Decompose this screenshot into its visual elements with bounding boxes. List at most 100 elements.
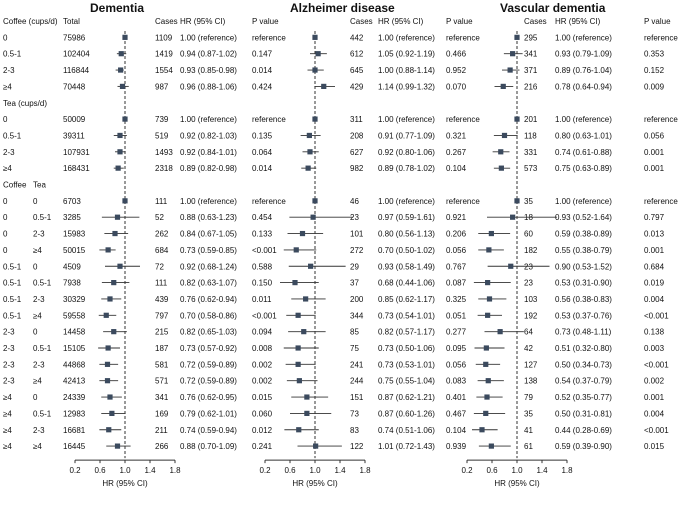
p-value: 0.011 [252,295,272,304]
x-axis-tick-label: 1.0 [119,466,131,475]
row-total: 6703 [63,197,81,206]
row-total: 59558 [63,311,86,320]
hr-point-marker [109,410,115,416]
row-label-tea: ≥4 [33,246,42,255]
row-label: 2-3 [3,328,15,337]
cases-value: 41 [524,426,533,435]
panel-title: Alzheimer disease [290,1,395,15]
hr-ci-text: 1.05 (0.92-1.19) [378,50,435,59]
row-label-tea: 0 [33,393,38,402]
x-axis-tick-label: 0.6 [94,466,106,475]
group-header-label: Coffee (cups/d) [3,17,58,26]
row-label: ≥4 [3,442,12,451]
hr-ci-text: 0.51 (0.32-0.80) [555,344,612,353]
cases-value: 331 [524,148,538,157]
row-total: 4509 [63,262,81,271]
row-total: 3285 [63,213,81,222]
hr-ci-text: 0.93 (0.52-1.64) [555,213,612,222]
p-value: 0.060 [252,409,273,418]
hr-ci-text: 0.78 (0.64-0.94) [555,82,612,91]
hr-ci-text: 0.93 (0.79-1.09) [555,50,612,59]
hr-point-marker [295,345,301,351]
row-total: 102404 [63,50,90,59]
hr-ci-text: 0.92 (0.82-1.03) [180,131,237,140]
hr-point-marker [104,361,111,367]
hr-ci-text: 0.73 (0.48-1.11) [555,328,612,337]
hr-point-marker [510,214,516,220]
p-value: 0.321 [446,131,467,140]
cases-value: 75 [350,344,359,353]
row-total: 7938 [63,279,81,288]
hr-ci-text: 0.70 (0.50-1.02) [378,246,435,255]
cases-value: 739 [155,115,169,124]
row-label-tea: 2-3 [33,426,45,435]
hr-point-marker [315,51,321,57]
p-value: 0.009 [644,82,665,91]
hr-ci-text: 0.50 (0.34-0.73) [555,360,612,369]
cases-value: 627 [350,148,364,157]
hr-ci-text: 0.52 (0.35-0.77) [555,393,612,402]
hr-point-marker [105,247,111,253]
p-value: 0.138 [644,328,665,337]
p-value: 0.003 [644,344,665,353]
hr-point-marker [485,378,491,384]
hr-point-marker [514,116,520,122]
cases-value: 64 [524,328,533,337]
row-label: 2-3 [3,66,15,75]
hr-point-marker [112,230,118,237]
hr-point-marker [313,443,319,449]
p-value: 0.051 [446,311,467,320]
cases-value: 35 [524,197,533,206]
hr-ci-text: 1.01 (0.72-1.43) [378,442,435,451]
row-label: 0 [3,197,8,206]
hr-point-marker [312,34,318,40]
p-value: reference [644,33,678,42]
hr-ci-text: 0.97 (0.59-1.61) [378,213,435,222]
hr-ci-text: 1.00 (reference) [180,197,237,206]
row-total: 168431 [63,164,90,173]
hr-ci-text: 0.87 (0.62-1.21) [378,393,435,402]
p-value: 0.767 [446,262,467,271]
x-axis-tick-label: 1.8 [359,466,371,475]
cases-value: 987 [155,82,169,91]
p-value: reference [252,33,286,42]
p-value: 0.241 [252,442,273,451]
cases-value: 519 [155,131,169,140]
cases-value: 23 [524,279,533,288]
hr-ci-text: 0.82 (0.57-1.17) [378,328,435,337]
hr-ci-text: 0.84 (0.67-1.05) [180,230,237,239]
group-header-label-2: Tea [33,181,46,190]
hr-ci-text: 0.74 (0.59-0.94) [180,426,237,435]
row-total: 70448 [63,82,86,91]
hr-ci-text: 0.82 (0.63-1.07) [180,279,237,288]
hr-ci-text: 0.50 (0.31-0.81) [555,409,612,418]
hr-point-marker [299,230,306,237]
hr-point-marker [321,83,327,89]
cases-value: 23 [350,213,359,222]
hr-point-marker [510,51,516,57]
panel-title: Vascular dementia [500,1,606,15]
hr-point-marker [303,296,309,302]
row-label: 0.5-1 [3,279,22,288]
cases-value: 122 [350,442,364,451]
hr-point-marker [106,427,112,433]
cases-value: 341 [155,393,169,402]
row-total: 44868 [63,360,86,369]
cases-value: 169 [155,409,169,418]
hr-point-marker [507,67,513,73]
cases-value: 151 [350,393,364,402]
hr-point-marker [483,345,489,351]
p-value: 0.056 [644,131,665,140]
hr-ci-text: 0.90 (0.53-1.52) [555,262,612,271]
x-axis-tick-label: 1.4 [536,466,548,475]
cases-value: 429 [350,82,364,91]
row-total: 116844 [63,66,90,75]
cases-value: 216 [524,82,538,91]
p-value: 0.424 [252,82,273,91]
row-label: 0.5-1 [3,131,22,140]
hr-header: HR (95% CI) [555,17,601,26]
row-total: 42413 [63,377,86,386]
hr-point-marker [292,280,298,286]
hr-ci-text: 0.96 (0.88-1.06) [180,82,237,91]
cases-value: 262 [155,230,169,239]
